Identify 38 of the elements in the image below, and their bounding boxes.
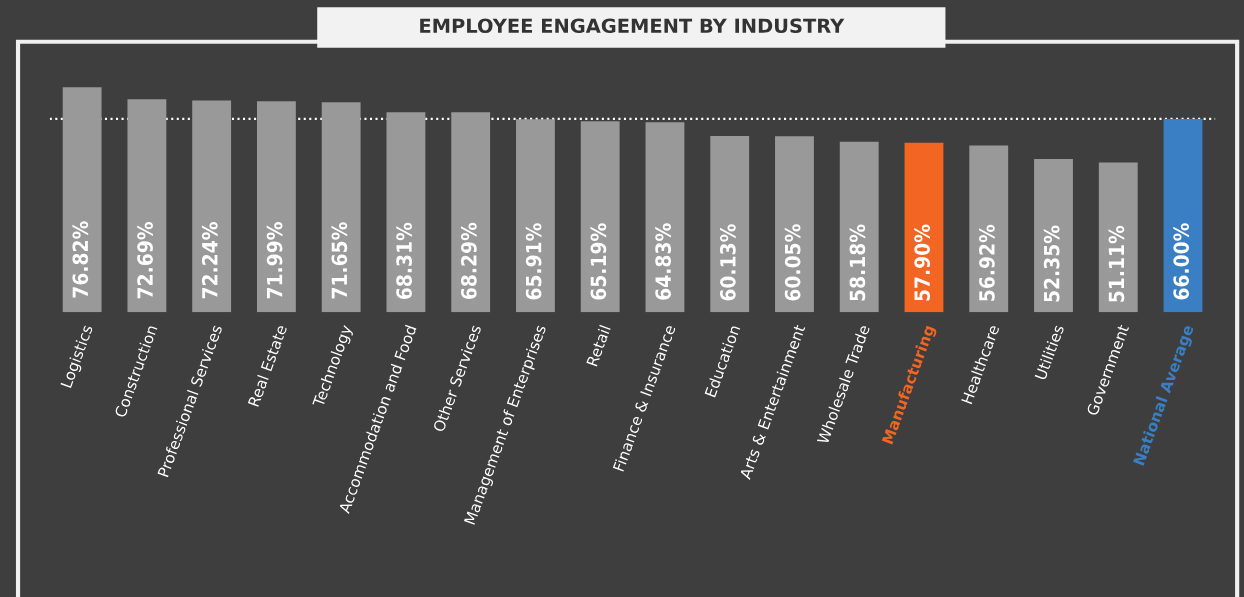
data-label: 64.83% <box>655 223 671 300</box>
bar <box>904 142 944 313</box>
data-label: 60.13% <box>720 224 736 301</box>
bar <box>516 119 555 313</box>
bar <box>580 121 620 313</box>
bar <box>969 145 1009 313</box>
data-label: 71.65% <box>331 222 348 299</box>
bar <box>1163 118 1203 313</box>
bar <box>839 141 879 313</box>
bar <box>710 136 750 313</box>
data-label: 72.24% <box>201 222 218 299</box>
bar <box>62 87 102 313</box>
bar <box>321 102 361 313</box>
data-label: 51.11% <box>1108 225 1125 302</box>
data-label: 68.29% <box>460 222 477 300</box>
data-label: 56.92% <box>979 224 995 301</box>
data-label: 66.00% <box>1173 223 1190 300</box>
chart-title: EMPLOYEE ENGAGEMENT BY INDUSTRY <box>420 18 845 34</box>
bar <box>127 99 167 313</box>
data-label: 76.82% <box>72 221 89 298</box>
data-label: 71.99% <box>266 222 283 299</box>
bar <box>256 101 296 313</box>
data-label: 68.31% <box>396 222 412 300</box>
data-label: 58.18% <box>849 224 866 301</box>
bar <box>1098 162 1138 313</box>
data-label: 65.19% <box>590 223 607 300</box>
bar <box>386 112 426 313</box>
bar <box>1034 158 1073 313</box>
data-label: 65.91% <box>525 223 542 300</box>
bar <box>775 136 814 313</box>
data-label: 52.35% <box>1043 225 1060 302</box>
bar <box>645 122 685 313</box>
x-tick-label: Retail <box>585 324 611 367</box>
data-label: 60.05% <box>784 224 801 301</box>
bar <box>192 100 232 313</box>
bar <box>451 112 491 313</box>
data-label: 57.90% <box>914 224 931 301</box>
data-label: 72.69% <box>137 221 153 299</box>
